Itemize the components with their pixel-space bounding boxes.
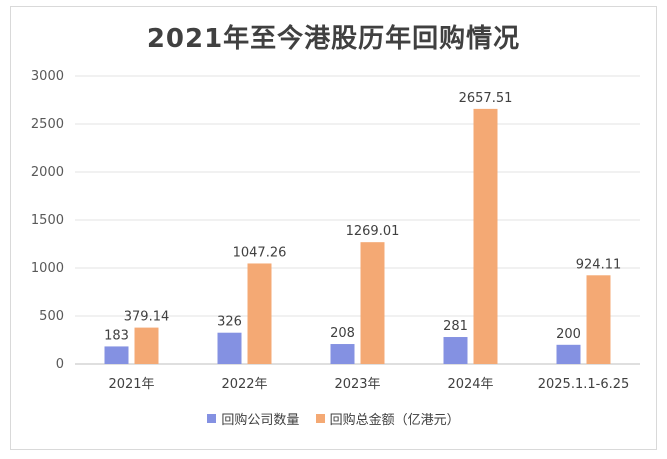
bar (443, 337, 468, 364)
data-label: 200 (556, 327, 581, 342)
bar (360, 242, 385, 364)
x-category-label: 2023年 (334, 377, 380, 392)
data-label: 2657.51 (459, 91, 513, 106)
x-category-label: 2024年 (447, 377, 493, 392)
y-axis-ticks: 0 500 1000 1500 2000 2500 3000 (31, 69, 64, 372)
bar (104, 346, 129, 364)
legend-item-count: 回购公司数量 (207, 409, 299, 428)
data-label: 1047.26 (233, 245, 287, 260)
chart-title: 2021年至今港股历年回购情况 (146, 24, 521, 54)
data-label: 183 (104, 328, 129, 343)
x-category-label: 2021年 (108, 377, 154, 392)
y-tick-label: 1000 (31, 261, 64, 276)
legend-swatch-amount (315, 414, 325, 423)
bar (473, 108, 498, 364)
chart-frame (10, 6, 657, 450)
legend-item-amount: 回购总金额（亿港元） (315, 409, 460, 428)
y-tick-label: 500 (39, 309, 64, 324)
x-category-label: 2025.1.1-6.25 (538, 377, 630, 392)
data-label: 326 (217, 315, 242, 330)
data-label: 1269.01 (346, 224, 400, 239)
legend-swatch-count (207, 414, 217, 423)
y-tick-label: 2500 (31, 117, 64, 132)
bar (247, 263, 272, 364)
bars (104, 108, 611, 364)
data-label: 924.11 (576, 257, 622, 272)
x-axis-categories: 2021年 2022年 2023年 2024年 2025.1.1-6.25 (108, 377, 629, 392)
bar (586, 275, 611, 364)
legend-label-amount: 回购总金额（亿港元） (329, 413, 460, 428)
data-label: 208 (330, 326, 355, 341)
y-tick-label: 0 (56, 357, 64, 372)
y-tick-label: 1500 (31, 213, 64, 228)
y-tick-label: 2000 (31, 165, 64, 180)
y-tick-label: 3000 (31, 69, 64, 84)
legend: 回购公司数量 回购总金额（亿港元） (0, 409, 667, 428)
bar (556, 344, 581, 364)
bar (330, 344, 355, 364)
data-label: 281 (443, 319, 468, 334)
legend-label-count: 回购公司数量 (221, 413, 300, 428)
bar (134, 327, 159, 364)
x-category-label: 2022年 (221, 377, 267, 392)
data-label: 379.14 (124, 310, 170, 325)
gridlines (75, 75, 640, 365)
data-labels: 183 379.14 326 1047.26 208 1269.01 281 2657.51 2… (104, 91, 621, 344)
bar (217, 332, 242, 364)
